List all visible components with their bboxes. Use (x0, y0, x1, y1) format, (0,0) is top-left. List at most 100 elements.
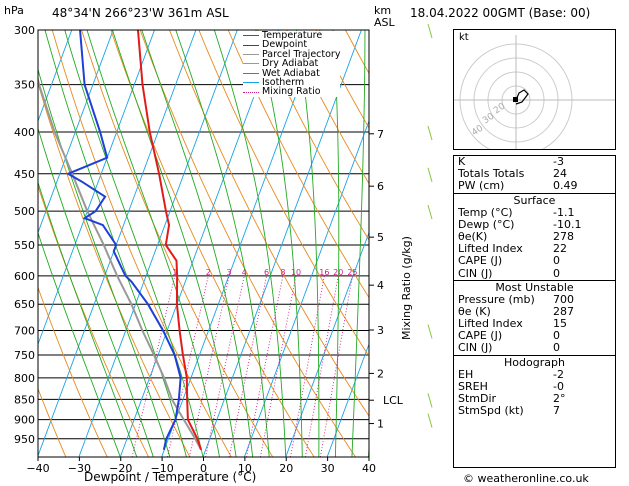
surface-index-value: -1.1 (553, 205, 575, 219)
mixing-ratio-line (188, 275, 230, 457)
legend: Temperature Dewpoint Parcel Trajectory Dry … (243, 31, 341, 97)
hodograph-index-label: StmDir (458, 392, 497, 405)
pressure-tick-label: 950 (14, 433, 35, 446)
x-tick-label: 20 (279, 462, 293, 475)
hodograph-index-row: SREH -0 (454, 379, 615, 393)
hodograph-index-label: SREH (458, 379, 488, 393)
basic-index-label: K (458, 155, 466, 168)
basic-index-row: Totals Totals 24 (454, 167, 615, 180)
pressure-tick-label: 400 (14, 126, 35, 139)
pressure-tick-label: 600 (14, 270, 35, 283)
basic-index-row: K -3 (454, 155, 615, 168)
mixing-ratio-line (304, 275, 339, 457)
unstable-index-value: 0 (553, 329, 560, 343)
dry-adiabat-line (38, 184, 149, 457)
wet-adiabat-line (44, 30, 187, 457)
pressure-tick-label: 800 (14, 372, 35, 385)
isotherm-line (285, 231, 369, 457)
hpa-unit: hPa (4, 4, 24, 17)
surface-index-label: CIN (J) (458, 266, 493, 280)
x-axis-label: Dewpoint / Temperature (°C) (84, 470, 257, 484)
legend-label: Wet Adiabat (262, 67, 320, 79)
mixing-ratio-label: 25 (347, 268, 357, 277)
wet-adiabat-line (141, 30, 254, 457)
km-tick-label: 7 (377, 128, 384, 141)
surface-index-label: CAPE (J) (458, 254, 503, 268)
legend-label: Temperature (262, 30, 323, 41)
basic-index-value: 0.49 (553, 179, 578, 193)
x-tick-label: 0 (200, 462, 207, 475)
legend-label: Dewpoint (262, 39, 308, 51)
hodograph-plot (454, 35, 615, 149)
mixing-ratio-axis-label: Mixing Ratio (g/kg) (400, 236, 413, 340)
unstable-index-label: Pressure (mb) (458, 292, 535, 306)
isotherm-line (326, 342, 369, 457)
dry-adiabat-line (38, 286, 108, 457)
mixing-ratio-line (259, 275, 297, 457)
basic-index-label: PW (cm) (458, 179, 505, 193)
mixing-ratio-line (167, 275, 209, 457)
isotherm-line (161, 30, 321, 457)
dry-adiabat-line (110, 30, 315, 457)
unstable-index-row: CIN (J) 0 (454, 342, 615, 354)
unstable-index-value: 15 (553, 317, 567, 331)
pressure-tick-label: 550 (14, 239, 35, 252)
legend-swatch (243, 35, 259, 37)
location-title: 48°34'N 266°23'W 361m ASL (52, 6, 229, 20)
isotherm-line (202, 30, 362, 457)
mixing-ratio-line (131, 275, 176, 457)
surface-index-label: Dewp (°C) (458, 217, 515, 231)
datetime-title: 18.04.2022 00GMT (Base: 00) (410, 6, 591, 20)
mixing-ratio-label: 6 (264, 268, 269, 277)
hodograph-index-label: StmSpd (kt) (458, 404, 524, 418)
wet-adiabat-line (175, 30, 270, 457)
km-tick-label: 1 (377, 418, 384, 431)
mixing-ratio-label: 16 (319, 268, 329, 277)
surface-index-value: -10.1 (553, 217, 582, 231)
wet-adiabat-line (64, 30, 204, 457)
hodograph-title: Hodograph (504, 355, 565, 369)
surface-index-value: 0 (553, 254, 560, 268)
mixing-ratio-label: 4 (242, 268, 247, 277)
wet-adiabat-line (38, 180, 138, 457)
legend-swatch (243, 72, 259, 74)
surface-title: Surface (513, 193, 556, 207)
wind-barb (427, 393, 433, 408)
legend-label: Isotherm (262, 77, 305, 89)
legend-item: Mixing Ratio (243, 87, 340, 97)
x-tick-label: 40 (362, 462, 376, 475)
pressure-tick-label: 450 (14, 168, 35, 181)
wet-adiabat-line (255, 30, 303, 457)
unstable-index-label: CIN (J) (458, 341, 493, 355)
hodograph-index-value: -2 (553, 367, 564, 381)
parcel-trajectory-line (38, 75, 202, 451)
legend-item: Temperature (243, 31, 340, 40)
mixing-ratio-label: 20 (333, 268, 343, 277)
surface-index-label: Lifted Index (458, 242, 523, 256)
surface-index-label: θe(K) (458, 229, 488, 243)
legend-item: Dewpoint (243, 39, 340, 51)
unstable-index-row: Lifted Index 15 (454, 317, 615, 331)
legend-swatch (243, 54, 259, 56)
surface-index-row: θe(K) 278 (454, 229, 615, 243)
surface-index-row: Temp (°C) -1.1 (454, 205, 615, 219)
pressure-tick-label: 650 (14, 298, 35, 311)
km-tick-label: 3 (377, 324, 384, 337)
legend-swatch (243, 91, 259, 93)
basic-index-value: -3 (553, 155, 564, 168)
wet-adiabat-line (295, 30, 320, 457)
hodograph-kt-label: kt (459, 32, 469, 43)
hodograph-index-row: StmSpd (kt) 7 (454, 404, 615, 418)
pressure-tick-label: 900 (14, 414, 35, 427)
unstable-index-label: Lifted Index (458, 317, 523, 331)
wet-adiabat-line (38, 231, 121, 457)
x-tick-label: 10 (238, 462, 252, 475)
dry-adiabat-line (51, 30, 232, 457)
pressure-tick-label: 350 (14, 79, 35, 92)
indices-table: K -3 Totals Totals 24 PW (cm) 0.49 Surface Te… (453, 155, 616, 468)
dry-adiabat-line (286, 30, 369, 185)
mixing-ratio-label: 2 (206, 268, 211, 277)
basic-index-row: PW (cm) 0.49 (454, 180, 615, 192)
wind-barb (427, 125, 433, 141)
wet-adiabat-line (38, 126, 154, 457)
